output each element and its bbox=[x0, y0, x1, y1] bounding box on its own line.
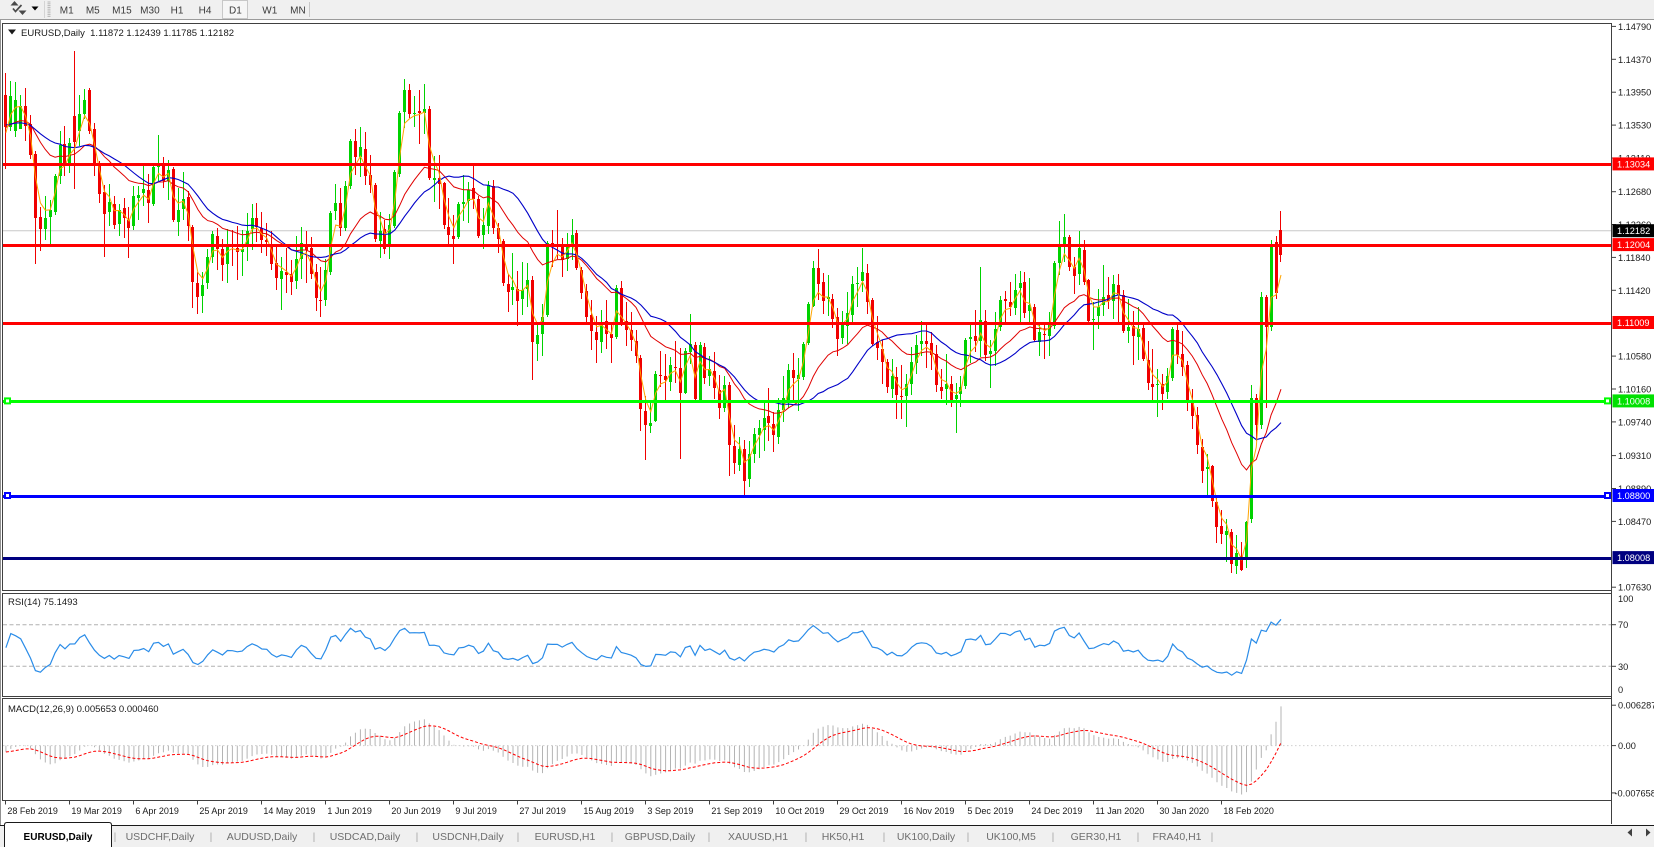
svg-text:0: 0 bbox=[1618, 685, 1623, 695]
svg-text:EURUSD,Daily 1.11872 1.12439: EURUSD,Daily 1.11872 1.12439 1.11785 1.1… bbox=[21, 28, 234, 39]
svg-text:EURUSD,Daily: EURUSD,Daily bbox=[24, 832, 93, 843]
svg-text:15 Aug 2019: 15 Aug 2019 bbox=[583, 806, 634, 816]
svg-text:M1: M1 bbox=[60, 6, 74, 17]
svg-text:UK100,M5: UK100,M5 bbox=[986, 831, 1036, 843]
svg-text:9 Jul 2019: 9 Jul 2019 bbox=[455, 806, 497, 816]
svg-text:|: | bbox=[517, 831, 520, 843]
svg-text:HK50,H1: HK50,H1 bbox=[822, 831, 865, 843]
svg-text:21 Sep 2019: 21 Sep 2019 bbox=[711, 806, 762, 816]
svg-text:-0.007658: -0.007658 bbox=[1615, 788, 1654, 798]
svg-text:16 Nov 2019: 16 Nov 2019 bbox=[903, 806, 954, 816]
svg-text:100: 100 bbox=[1618, 594, 1633, 604]
svg-text:M5: M5 bbox=[86, 6, 100, 17]
svg-text:0.006287: 0.006287 bbox=[1618, 701, 1654, 711]
svg-text:|: | bbox=[313, 831, 316, 843]
svg-text:1.08008: 1.08008 bbox=[1617, 553, 1650, 563]
svg-text:UK100,Daily: UK100,Daily bbox=[897, 831, 956, 843]
svg-text:24 Dec 2019: 24 Dec 2019 bbox=[1031, 806, 1082, 816]
svg-text:USDCNH,Daily: USDCNH,Daily bbox=[432, 831, 504, 843]
svg-text:M15: M15 bbox=[112, 6, 132, 17]
svg-text:|: | bbox=[114, 831, 117, 843]
svg-text:0.00: 0.00 bbox=[1618, 741, 1636, 751]
svg-text:1.07630: 1.07630 bbox=[1618, 583, 1651, 593]
svg-text:M30: M30 bbox=[140, 6, 160, 17]
svg-text:70: 70 bbox=[1618, 620, 1628, 630]
svg-text:USDCAD,Daily: USDCAD,Daily bbox=[330, 831, 401, 843]
svg-text:30: 30 bbox=[1618, 662, 1628, 672]
svg-text:W1: W1 bbox=[262, 6, 277, 17]
svg-text:MACD(12,26,9) 0.005653 0.00046: MACD(12,26,9) 0.005653 0.000460 bbox=[8, 704, 159, 715]
svg-text:|: | bbox=[1211, 831, 1214, 843]
svg-text:18 Feb 2020: 18 Feb 2020 bbox=[1223, 806, 1274, 816]
svg-text:1.11840: 1.11840 bbox=[1618, 253, 1651, 263]
svg-text:|: | bbox=[883, 831, 886, 843]
svg-text:EURUSD,H1: EURUSD,H1 bbox=[535, 831, 596, 843]
svg-text:14 May 2019: 14 May 2019 bbox=[263, 806, 315, 816]
svg-text:6 Apr 2019: 6 Apr 2019 bbox=[135, 806, 179, 816]
svg-text:1.13034: 1.13034 bbox=[1617, 159, 1650, 169]
svg-text:RSI(14) 75.1493: RSI(14) 75.1493 bbox=[8, 597, 78, 608]
svg-text:|: | bbox=[611, 831, 614, 843]
svg-text:|: | bbox=[416, 831, 419, 843]
svg-text:MN: MN bbox=[290, 6, 306, 17]
svg-text:GBPUSD,Daily: GBPUSD,Daily bbox=[625, 831, 696, 843]
svg-text:1.10580: 1.10580 bbox=[1618, 352, 1651, 362]
svg-text:AUDUSD,Daily: AUDUSD,Daily bbox=[227, 831, 298, 843]
svg-text:1.10008: 1.10008 bbox=[1617, 396, 1650, 406]
svg-text:1.13950: 1.13950 bbox=[1618, 88, 1651, 98]
svg-text:|: | bbox=[210, 831, 213, 843]
svg-text:1.14370: 1.14370 bbox=[1618, 55, 1651, 65]
svg-text:1.12004: 1.12004 bbox=[1617, 240, 1650, 250]
svg-text:USDCHF,Daily: USDCHF,Daily bbox=[126, 831, 196, 843]
svg-text:20 Jun 2019: 20 Jun 2019 bbox=[391, 806, 441, 816]
svg-text:D1: D1 bbox=[229, 6, 242, 17]
svg-text:11 Jan 2020: 11 Jan 2020 bbox=[1095, 806, 1144, 816]
svg-text:1.08470: 1.08470 bbox=[1618, 517, 1651, 527]
svg-text:1.11420: 1.11420 bbox=[1618, 286, 1651, 296]
svg-text:1.14790: 1.14790 bbox=[1618, 22, 1651, 32]
svg-text:1.09740: 1.09740 bbox=[1618, 417, 1651, 427]
svg-text:|: | bbox=[1052, 831, 1055, 843]
svg-text:1.12182: 1.12182 bbox=[1617, 226, 1650, 236]
svg-text:1.10160: 1.10160 bbox=[1618, 385, 1651, 395]
svg-text:XAUUSD,H1: XAUUSD,H1 bbox=[728, 831, 788, 843]
svg-text:28 Feb 2019: 28 Feb 2019 bbox=[7, 806, 58, 816]
svg-text:1.09310: 1.09310 bbox=[1618, 451, 1651, 461]
svg-text:H4: H4 bbox=[199, 6, 212, 17]
svg-text:|: | bbox=[805, 831, 808, 843]
svg-text:GER30,H1: GER30,H1 bbox=[1071, 831, 1122, 843]
svg-text:10 Oct 2019: 10 Oct 2019 bbox=[775, 806, 824, 816]
svg-text:27 Jul 2019: 27 Jul 2019 bbox=[519, 806, 566, 816]
svg-text:FRA40,H1: FRA40,H1 bbox=[1152, 831, 1201, 843]
svg-text:1.11009: 1.11009 bbox=[1617, 318, 1650, 328]
svg-text:1.08800: 1.08800 bbox=[1617, 491, 1650, 501]
svg-text:1.13530: 1.13530 bbox=[1618, 121, 1651, 131]
svg-text:1.12680: 1.12680 bbox=[1618, 187, 1651, 197]
svg-text:19 Mar 2019: 19 Mar 2019 bbox=[71, 806, 122, 816]
svg-text:|: | bbox=[708, 831, 711, 843]
svg-text:3 Sep 2019: 3 Sep 2019 bbox=[647, 806, 693, 816]
svg-text:25 Apr 2019: 25 Apr 2019 bbox=[199, 806, 248, 816]
svg-text:5 Dec 2019: 5 Dec 2019 bbox=[967, 806, 1013, 816]
svg-text:30 Jan 2020: 30 Jan 2020 bbox=[1159, 806, 1209, 816]
svg-text:|: | bbox=[1137, 831, 1140, 843]
svg-text:29 Oct 2019: 29 Oct 2019 bbox=[839, 806, 888, 816]
svg-text:|: | bbox=[967, 831, 970, 843]
svg-text:1 Jun 2019: 1 Jun 2019 bbox=[327, 806, 372, 816]
svg-text:H1: H1 bbox=[171, 6, 184, 17]
